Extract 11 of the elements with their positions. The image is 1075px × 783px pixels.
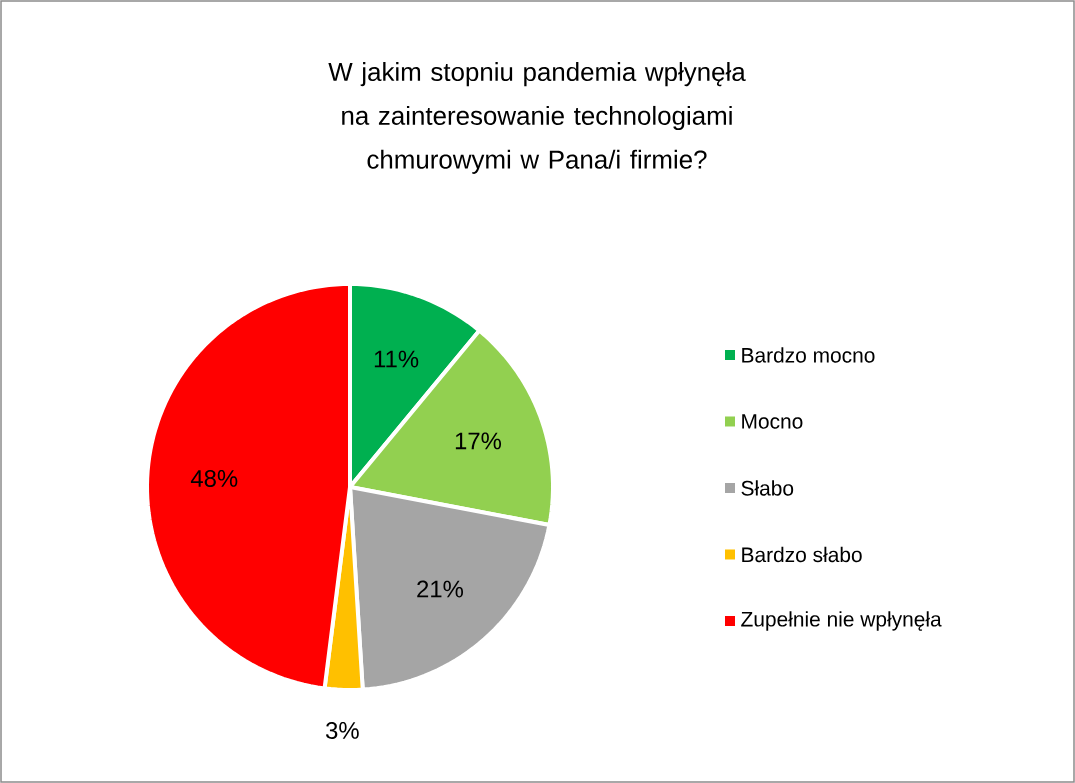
data-label: 17% <box>455 432 502 450</box>
legend-label: Zupełnie nie wpłynęła <box>741 611 942 631</box>
legend-label: Mocno <box>742 414 803 429</box>
data-label: 48% <box>190 469 238 487</box>
legend-label: Bardzo słabo <box>742 546 862 563</box>
chart-title: W jakim stopniu pandemia wpłynęła na zainteresowanie technologiami chmurowymi w Pana/i firmie? <box>328 62 746 174</box>
legend-label: Słabo <box>741 480 794 496</box>
data-label: 3% <box>325 722 359 739</box>
data-label: 11% <box>374 350 419 368</box>
data-label: 21% <box>417 580 464 598</box>
legend-label: Bardzo mocno <box>742 347 875 363</box>
